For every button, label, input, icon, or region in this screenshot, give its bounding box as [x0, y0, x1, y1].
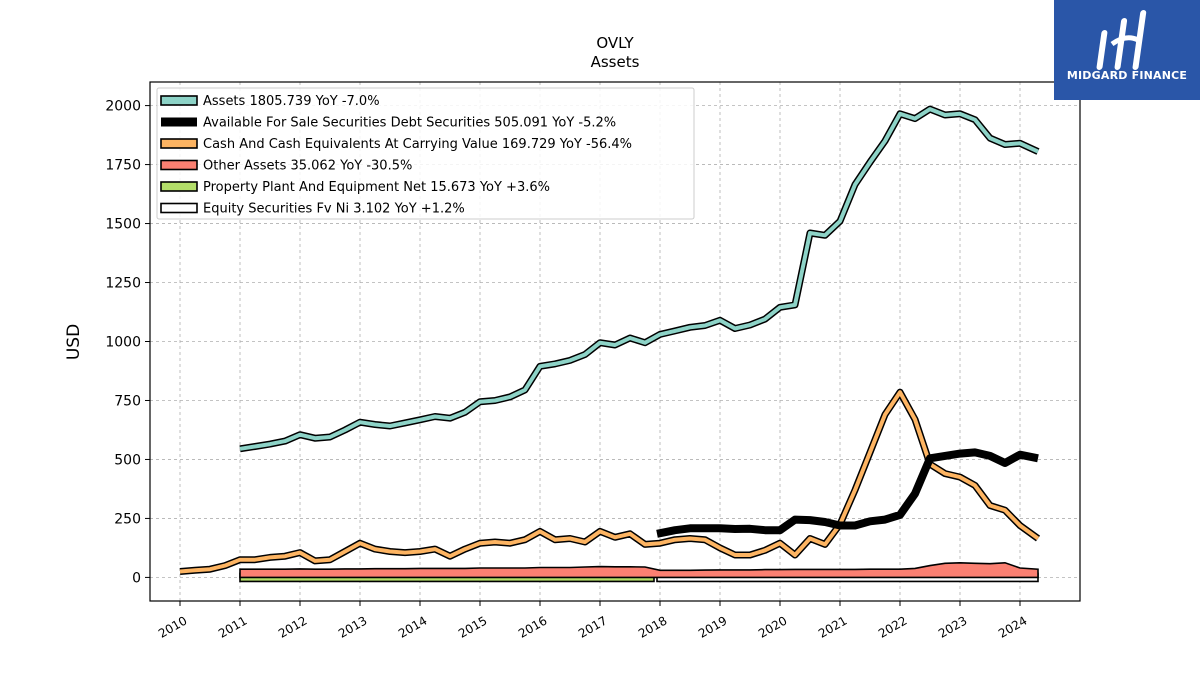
- legend-box: [156, 87, 695, 220]
- legend-label: Other Assets 35.062 YoY -30.5%: [203, 159, 412, 174]
- plot-area: [179, 105, 1041, 583]
- x-tick-label: 2023: [936, 613, 969, 640]
- x-tick-label: 2018: [636, 613, 669, 640]
- legend-label: Assets 1805.739 YoY -7.0%: [203, 94, 380, 109]
- legend-label: Equity Securities Fv Ni 3.102 YoY +1.2%: [203, 202, 465, 217]
- legend-entry: Assets 1805.739 YoY -7.0%: [160, 94, 380, 109]
- midgard-logo-icon: [1096, 10, 1147, 70]
- y-tick-label: 1250: [105, 276, 141, 292]
- legend-swatch: [161, 117, 197, 127]
- legend-entry: Other Assets 35.062 YoY -30.5%: [160, 159, 412, 174]
- y-axis-label: USD: [64, 324, 84, 360]
- x-tick-label: 2024: [996, 613, 1029, 640]
- y-tick-label: 0: [132, 570, 141, 586]
- x-tick-label: 2017: [576, 613, 609, 640]
- brand-name: MIDGARD FINANCE: [1066, 69, 1188, 82]
- legend-entry: Cash And Cash Equivalents At Carrying Va…: [160, 137, 632, 152]
- x-tick-label: 2011: [216, 613, 249, 640]
- legend-label: Available For Sale Securities Debt Secur…: [203, 116, 616, 131]
- legend-swatch: [160, 202, 198, 214]
- y-tick-label: 1750: [105, 158, 141, 174]
- x-tick-label: 2012: [276, 613, 309, 640]
- legend-swatch: [160, 138, 198, 149]
- y-tick-label: 500: [114, 452, 141, 468]
- legend-entry: Property Plant And Equipment Net 15.673 …: [160, 180, 550, 195]
- legend-swatch: [160, 95, 198, 106]
- series-line: [656, 448, 1039, 538]
- legend-label: Cash And Cash Equivalents At Carrying Va…: [203, 137, 632, 152]
- x-tick-label: 2014: [396, 613, 429, 640]
- legend-swatch: [160, 159, 198, 171]
- series-line: [239, 107, 1039, 451]
- x-tick-label: 2022: [876, 613, 909, 640]
- y-tick-label: 2000: [105, 99, 141, 115]
- legend-entry: Equity Securities Fv Ni 3.102 YoY +1.2%: [160, 202, 465, 217]
- brand-logo: MIDGARD FINANCE: [1054, 0, 1200, 100]
- x-tick-label: 2015: [456, 613, 489, 640]
- series-line: [179, 390, 1040, 574]
- series-cash-and-cash-equivalents-at-carrying-value: [179, 388, 1041, 575]
- y-tick-label: 750: [114, 393, 141, 409]
- x-tick-label: 2021: [816, 613, 849, 640]
- chart-subtitle: Assets: [591, 53, 640, 71]
- x-tick-label: 2010: [156, 613, 189, 640]
- chart-title: OVLY: [596, 34, 634, 52]
- series-band: [239, 561, 1039, 579]
- y-tick-label: 1500: [105, 217, 141, 233]
- x-tick-label: 2013: [336, 613, 369, 640]
- legend-label: Property Plant And Equipment Net 15.673 …: [203, 180, 550, 195]
- x-tick-label: 2016: [516, 613, 549, 640]
- legend-entry: Available For Sale Securities Debt Secur…: [161, 116, 616, 131]
- x-tick-label: 2020: [756, 613, 789, 640]
- legend: Assets 1805.739 YoY -7.0% Available For S…: [156, 87, 695, 220]
- series-assets: [239, 105, 1040, 453]
- y-tick-label: 250: [114, 511, 141, 527]
- series-available-for-sale-securities-debt-securities: [656, 448, 1039, 538]
- series-line-outline: [179, 388, 1041, 575]
- y-tick-label: 1000: [105, 335, 141, 351]
- legend-swatch: [160, 181, 198, 192]
- series-other-assets: [239, 561, 1039, 579]
- x-tick-label: 2019: [696, 613, 729, 640]
